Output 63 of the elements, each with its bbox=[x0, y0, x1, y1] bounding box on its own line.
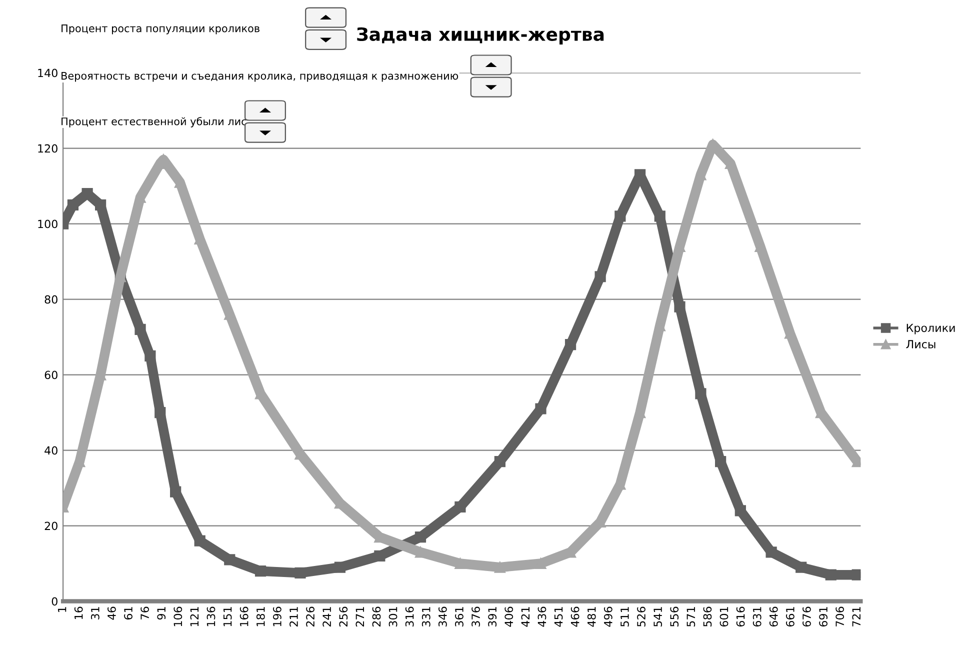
x-tick-label: 286 bbox=[372, 606, 381, 627]
x-tick-label: 541 bbox=[654, 607, 662, 626]
x-tick-label: 466 bbox=[570, 606, 580, 627]
x-tick-label: 61 bbox=[124, 607, 132, 620]
x-tick-label: 91 bbox=[157, 607, 166, 620]
legend-label: Кролики bbox=[906, 324, 955, 334]
x-tick-label: 46 bbox=[108, 606, 116, 620]
x-tick-label: 586 bbox=[703, 606, 712, 626]
x-tick-label: 421 bbox=[521, 607, 530, 627]
x-tick-label: 106 bbox=[174, 606, 182, 626]
x-tick-label: 496 bbox=[604, 606, 612, 627]
x-tick-label: 436 bbox=[538, 606, 546, 627]
x-tick-label: 406 bbox=[504, 606, 514, 627]
x-tick-label: 526 bbox=[637, 606, 646, 626]
x-tick-label: 166 bbox=[240, 606, 248, 626]
x-tick-label: 181 bbox=[256, 607, 265, 626]
x-tick-label: 631 bbox=[752, 607, 762, 627]
x-tick-label: 271 bbox=[356, 607, 364, 627]
x-tick-label: 31 bbox=[90, 607, 100, 620]
x-tick-label: 361 bbox=[455, 607, 464, 626]
y-tick-label: 40 bbox=[44, 446, 58, 455]
y-tick-label: 140 bbox=[38, 68, 58, 78]
x-tick-label: 676 bbox=[802, 606, 811, 627]
x-tick-label: 151 bbox=[223, 607, 232, 626]
x-tick-label: 196 bbox=[272, 606, 282, 626]
x-tick-label: 691 bbox=[819, 607, 828, 627]
y-tick-label: 100 bbox=[38, 220, 58, 228]
x-tick-label: 481 bbox=[587, 607, 596, 627]
y-tick-label: 60 bbox=[44, 370, 58, 380]
x-tick-label: 616 bbox=[736, 606, 745, 627]
chart-title: Задача хищник-жертва bbox=[357, 27, 604, 44]
x-tick-label: 571 bbox=[686, 607, 696, 626]
annotation: Вероятность встречи и съедания кролика, приводящая к размножению bbox=[62, 72, 458, 82]
y-tick-label: 0 bbox=[52, 597, 58, 606]
x-tick-label: 16 bbox=[74, 606, 83, 620]
legend-label: Лисы bbox=[906, 340, 936, 348]
x-tick-label: 121 bbox=[190, 607, 198, 626]
x-tick-label: 451 bbox=[554, 607, 563, 627]
x-tick-label: 1 bbox=[58, 607, 66, 612]
x-tick-label: 76 bbox=[140, 606, 150, 620]
x-tick-label: 241 bbox=[322, 607, 331, 627]
x-tick-label: 661 bbox=[786, 607, 794, 627]
x-tick-label: 316 bbox=[405, 606, 414, 626]
y-tick-label: 80 bbox=[44, 295, 58, 304]
x-tick-label: 376 bbox=[472, 606, 480, 626]
x-tick-label: 556 bbox=[670, 606, 679, 626]
x-tick-label: 211 bbox=[290, 607, 298, 627]
x-tick-label: 256 bbox=[339, 606, 348, 627]
x-tick-label: 706 bbox=[836, 606, 844, 626]
annotation: Процент естественной убыли лис bbox=[62, 117, 246, 128]
x-tick-label: 331 bbox=[422, 607, 430, 626]
text: Процент роста популяции кроликов bbox=[62, 24, 260, 34]
x-tick-label: 721 bbox=[852, 607, 860, 626]
x-tick-label: 226 bbox=[306, 606, 314, 627]
x-tick-label: 391 bbox=[488, 607, 497, 626]
x-tick-label: 511 bbox=[620, 607, 629, 626]
x-tick-label: 301 bbox=[388, 607, 398, 626]
y-tick-label: 120 bbox=[38, 144, 58, 153]
x-tick-label: 646 bbox=[769, 606, 778, 627]
x-tick-label: 136 bbox=[206, 606, 216, 626]
x-tick-label: 346 bbox=[438, 606, 447, 626]
x-tick-label: 601 bbox=[720, 607, 728, 627]
y-tick-label: 20 bbox=[44, 522, 58, 530]
